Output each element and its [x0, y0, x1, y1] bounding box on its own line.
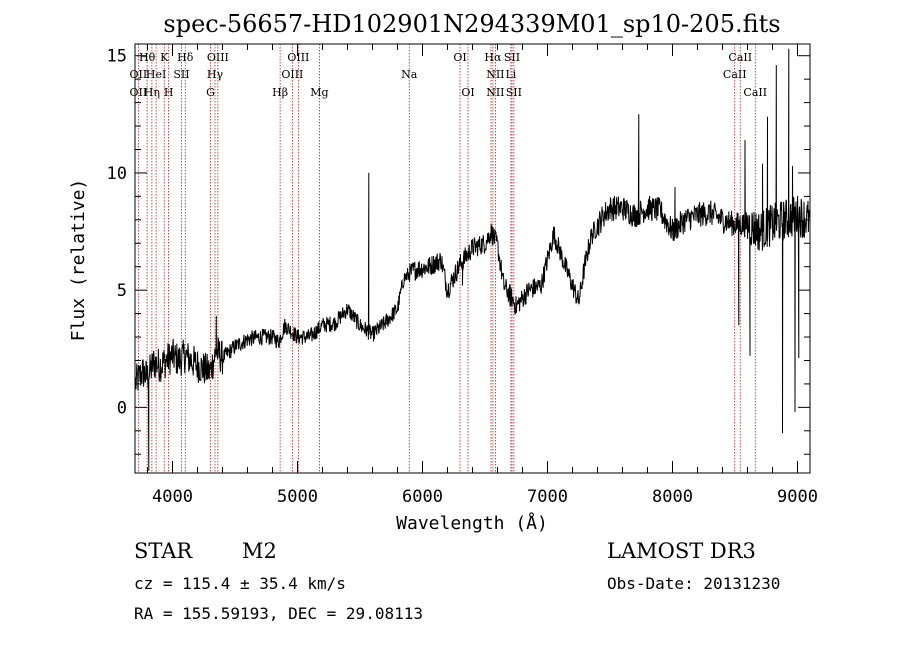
- spectral-line-label: G: [206, 86, 215, 99]
- x-tick-label: 9000: [777, 487, 818, 507]
- coordinates: RA = 155.59193, DEC = 29.08113: [134, 604, 423, 623]
- redshift-text: cz = 115.4 ± 35.4 km/s: [134, 574, 346, 593]
- x-tick-label: 4000: [152, 487, 193, 507]
- spectral-line-label: OIII: [207, 51, 229, 64]
- spectral-line-label: CaII: [723, 68, 747, 81]
- spectrum-line: [135, 48, 811, 471]
- spectral-line-label: Na: [401, 68, 418, 81]
- plot-frame: [134, 43, 811, 474]
- axis-ticks: [135, 44, 810, 473]
- spectral-line-label: OII: [130, 86, 148, 99]
- x-tick-label: 8000: [652, 487, 693, 507]
- spectral-line-label: SII: [173, 68, 189, 81]
- spectral-line-label: OII: [130, 68, 148, 81]
- spectral-line-label: Li: [505, 68, 516, 81]
- spectral-line-label: Hγ: [207, 68, 224, 81]
- x-axis-label: Wavelength (Å): [396, 512, 548, 534]
- spectral-line-label: Hα: [484, 51, 502, 64]
- y-tick-label: 10: [107, 164, 127, 184]
- spectral-line-label: NII: [486, 86, 504, 99]
- spectral-line-label: K: [160, 51, 169, 64]
- x-tick-label: 5000: [277, 487, 318, 507]
- spectral-line-label: OI: [461, 86, 474, 99]
- object-class: STAR: [134, 539, 193, 563]
- spectral-line-markers: [137, 44, 756, 473]
- spectral-line-label: OIII: [281, 68, 303, 81]
- obs-date: Obs-Date: 20131230: [607, 574, 780, 593]
- y-tick-label: 15: [107, 47, 127, 67]
- axis-tick-labels: 4000 5000 6000 7000 8000 9000 0 5 10 15: [107, 47, 818, 507]
- x-tick-label: 6000: [402, 487, 443, 507]
- spectral-line-label: Hβ: [272, 86, 288, 99]
- y-tick-label: 5: [117, 281, 127, 301]
- x-tick-label: 7000: [527, 487, 568, 507]
- spectral-line-label: Mg: [310, 86, 328, 99]
- survey-name: LAMOST DR3: [607, 539, 756, 563]
- spectral-line-label: SII: [506, 86, 522, 99]
- spectral-line-label: Hθ: [139, 51, 156, 64]
- spectral-line-label: CaII: [728, 51, 752, 64]
- spectral-line-label: Hη: [144, 86, 160, 99]
- spectral-line-label: Hδ: [177, 51, 194, 64]
- spectral-line-label: NII: [486, 68, 504, 81]
- spectral-line-label: OI: [453, 51, 466, 64]
- spectral-line-label: H: [164, 86, 174, 99]
- y-axis-label: Flux (relative): [68, 179, 89, 342]
- spectral-line-label: SII: [504, 51, 520, 64]
- spectral-line-label: HeI: [146, 68, 166, 81]
- y-tick-label: 0: [117, 398, 127, 418]
- chart-title: spec-56657-HD102901N294339M01_sp10-205.f…: [163, 10, 780, 38]
- spectral-line-label: OIII: [287, 51, 309, 64]
- object-subclass: M2: [242, 539, 277, 563]
- spectral-line-label: CaII: [743, 86, 767, 99]
